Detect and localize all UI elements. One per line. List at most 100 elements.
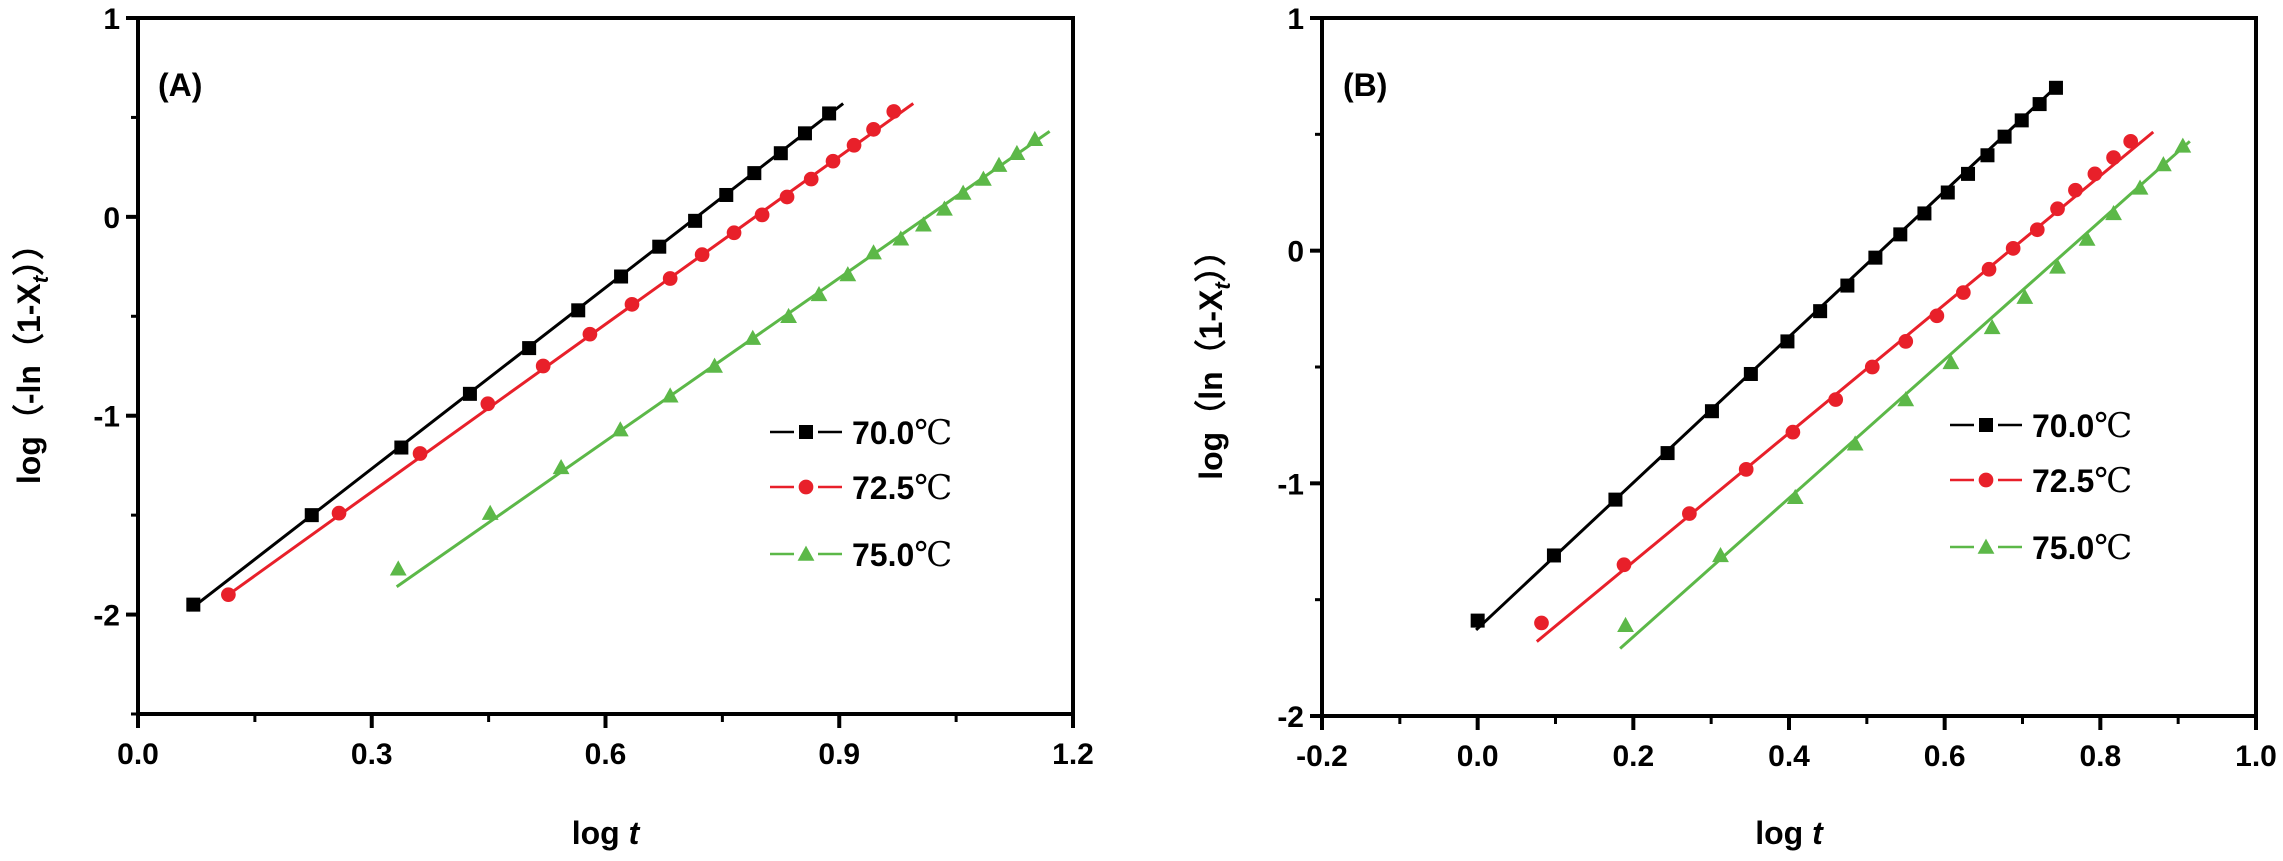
- data-point: [2048, 80, 2063, 95]
- legend-label: 75.0℃: [2032, 530, 2132, 567]
- y-axis-title-prefix: log（-ln（1-: [11, 305, 47, 485]
- x-axis-title-main: log: [1755, 815, 1812, 851]
- x-axis-title: log t: [572, 815, 641, 851]
- legend-label: 70.0℃: [852, 415, 952, 452]
- data-point: [1026, 130, 1044, 147]
- legend-label: 70.0℃: [2032, 408, 2132, 445]
- y-axis-title-var: X: [1193, 289, 1229, 311]
- data-point: [1897, 391, 1915, 407]
- data-point: [186, 597, 201, 612]
- data-point: [221, 587, 236, 603]
- data-point: [1893, 227, 1908, 242]
- x-axis-title-var: t: [1812, 815, 1824, 851]
- data-point: [810, 286, 828, 302]
- data-point: [1786, 488, 1804, 505]
- data-point: [779, 189, 795, 205]
- data-point: [1008, 144, 1026, 160]
- legend-item: 72.5℃: [1950, 463, 2132, 500]
- legend-marker-circle-icon: [1978, 472, 1994, 488]
- x-tick-label: 0.9: [818, 738, 860, 771]
- data-point: [803, 171, 819, 187]
- data-point: [1608, 492, 1623, 507]
- x-tick-label: 0.0: [117, 738, 159, 771]
- data-point: [571, 303, 586, 318]
- data-point: [2029, 222, 2045, 238]
- data-point: [1868, 250, 1883, 265]
- series-72-5: [1534, 130, 2155, 643]
- data-point: [1917, 206, 1932, 221]
- data-point: [1840, 278, 1855, 293]
- data-point: [825, 153, 841, 169]
- data-point: [304, 508, 319, 523]
- data-point: [2050, 201, 2065, 217]
- legend-label-unit: ℃: [2094, 463, 2132, 500]
- x-axis-title-var: t: [629, 815, 641, 851]
- legend-label-unit: ℃: [914, 537, 952, 574]
- data-point: [1997, 129, 2012, 144]
- data-point: [1780, 334, 1795, 349]
- data-point: [2131, 179, 2149, 195]
- data-point: [797, 126, 812, 141]
- data-point: [1864, 359, 1880, 375]
- data-point: [2123, 133, 2139, 149]
- data-point: [552, 459, 570, 475]
- legend-item: 70.0℃: [770, 415, 952, 452]
- data-point: [886, 104, 902, 119]
- y-tick-label: -2: [93, 600, 120, 633]
- legend-item: 75.0℃: [770, 537, 952, 574]
- series-70-0: [1470, 80, 2063, 632]
- data-point: [2005, 240, 2021, 256]
- legend-marker-triangle-icon: [797, 545, 815, 561]
- data-point: [582, 326, 598, 342]
- legend-marker-circle-icon: [798, 479, 814, 495]
- y-tick-label: -1: [93, 401, 120, 434]
- data-point: [1981, 261, 1997, 277]
- fit-line: [1535, 130, 2155, 643]
- data-point: [694, 247, 710, 262]
- legend-label-value: 72.5: [852, 470, 914, 506]
- data-point: [780, 307, 798, 324]
- legend: 70.0℃72.5℃75.0℃: [1950, 408, 2132, 567]
- legend-label-value: 70.0: [2032, 408, 2094, 444]
- x-tick-label: -0.2: [1296, 740, 1348, 773]
- panel-label: (B): [1343, 67, 1387, 103]
- data-point: [719, 187, 734, 202]
- data-point: [614, 269, 629, 284]
- y-tick-label: 0: [1287, 236, 1304, 269]
- data-point: [1534, 615, 1549, 631]
- data-point: [1785, 424, 1801, 440]
- legend-label: 72.5℃: [852, 470, 952, 507]
- data-point: [706, 357, 723, 373]
- data-point: [1898, 334, 1914, 349]
- legend-label: 75.0℃: [852, 537, 952, 574]
- data-point: [747, 166, 762, 181]
- data-point: [1682, 506, 1697, 521]
- data-point: [611, 421, 629, 437]
- data-point: [865, 244, 882, 260]
- x-axis-title-main: log: [572, 815, 629, 851]
- data-point: [481, 504, 499, 520]
- data-point: [1942, 353, 1960, 370]
- x-tick-label: 0.2: [1612, 740, 1654, 773]
- data-point: [2014, 113, 2029, 128]
- data-point: [744, 329, 762, 345]
- data-point: [866, 122, 881, 137]
- data-point: [1983, 319, 2001, 335]
- x-tick-label: 0.6: [585, 738, 627, 771]
- series-75-0: [389, 130, 1051, 588]
- data-point: [462, 386, 477, 401]
- panel-label: (A): [158, 67, 202, 103]
- legend-label-unit: ℃: [914, 470, 952, 507]
- legend-label: 72.5℃: [2032, 463, 2132, 500]
- y-tick-label: 1: [1287, 3, 1304, 36]
- data-point: [2174, 137, 2192, 153]
- data-point: [412, 446, 428, 461]
- data-point: [331, 505, 347, 521]
- x-tick-label: 1.0: [2235, 740, 2277, 773]
- data-point: [892, 230, 910, 246]
- data-point: [394, 440, 409, 455]
- legend: 70.0℃72.5℃75.0℃: [770, 415, 952, 574]
